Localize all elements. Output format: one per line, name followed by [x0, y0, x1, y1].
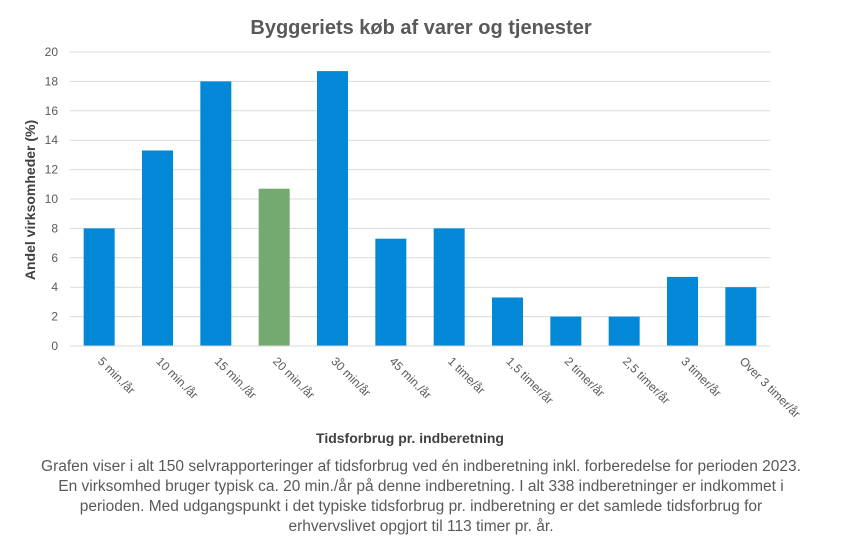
- bar: [433, 228, 465, 346]
- x-tick-label: 30 min/år: [328, 354, 373, 399]
- bar: [550, 316, 582, 346]
- bar: [375, 238, 407, 346]
- bar: [608, 316, 640, 346]
- bar: [142, 150, 173, 346]
- y-tick-label: 16: [45, 104, 59, 118]
- y-tick-label: 18: [45, 74, 59, 88]
- x-tick-label: Over 3 timer/år: [737, 354, 803, 420]
- y-tick-label: 20: [45, 45, 59, 59]
- y-tick-label: 0: [51, 339, 58, 353]
- bar: [258, 188, 290, 346]
- bar: [200, 81, 232, 347]
- y-tick-label: 8: [51, 221, 58, 235]
- y-tick-label: 2: [51, 310, 58, 324]
- x-tick-label: 2 timer/år: [562, 354, 608, 400]
- x-tick-label: 20 min./år: [270, 354, 318, 402]
- bar: [667, 276, 698, 346]
- y-axis-ticks: 0 2 4 6 8 10 12 14 16 18 20: [45, 45, 59, 353]
- y-axis-label: Andel virksomheder (%): [22, 120, 38, 280]
- x-tick-label: 45 min./år: [387, 354, 435, 402]
- bar: [725, 287, 757, 346]
- y-tick-label: 6: [51, 251, 58, 265]
- y-tick-label: 14: [45, 133, 59, 147]
- chart-title: Byggeriets køb af varer og tjenester: [250, 17, 591, 39]
- x-tick-label: 2,5 timer/år: [620, 354, 673, 407]
- gridlines: [70, 51, 770, 318]
- x-axis-label: Tidsforbrug pr. indberetning: [316, 430, 504, 446]
- bars: [83, 71, 757, 347]
- bar: [492, 297, 523, 346]
- bar-chart: Byggeriets køb af varer og tjenester 0 2 4…: [22, 17, 803, 446]
- x-tick-label: 1 time/år: [445, 354, 488, 397]
- bar: [83, 228, 115, 346]
- y-tick-label: 12: [45, 163, 59, 177]
- x-tick-label: 15 min./år: [212, 354, 260, 402]
- chart-caption: Grafen viser i alt 150 selvrapporteringe…: [41, 458, 801, 535]
- x-tick-label: 1,5 timer/år: [503, 354, 556, 407]
- y-tick-label: 10: [45, 192, 59, 206]
- bar: [317, 71, 348, 347]
- x-tick-label: 3 timer/år: [678, 354, 724, 400]
- x-tick-label: 5 min./år: [95, 354, 138, 397]
- x-axis-ticks: 5 min./år 10 min./år 15 min./år 20 min./år 3…: [95, 354, 803, 420]
- y-tick-label: 4: [51, 280, 58, 294]
- x-tick-label: 10 min./år: [153, 354, 201, 402]
